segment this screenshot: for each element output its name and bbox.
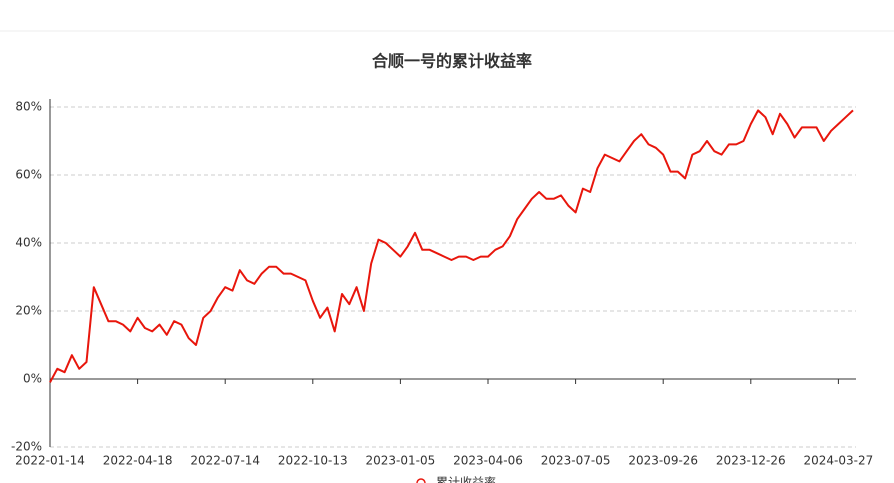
x-tick-label: 2023-09-26	[628, 454, 698, 468]
y-tick-label: 80%	[15, 100, 42, 114]
x-tick-label: 2022-01-14	[15, 454, 85, 468]
x-tick-label: 2022-07-14	[190, 454, 260, 468]
y-tick-label: 20%	[15, 304, 42, 318]
chart-title: 合顺一号的累计收益率	[372, 52, 532, 71]
legend-marker	[416, 478, 426, 483]
x-tick-label: 2023-04-06	[453, 454, 523, 468]
legend-label: 累计收益率	[436, 475, 496, 483]
x-tick-label: 2024-03-27	[804, 454, 874, 468]
y-tick-label: -20%	[11, 440, 42, 454]
x-tick-label: 2023-12-26	[716, 454, 786, 468]
y-tick-label: 40%	[15, 236, 42, 250]
x-tick-label: 2023-07-05	[541, 454, 611, 468]
y-tick-label: 0%	[23, 372, 42, 386]
x-tick-label: 2022-04-18	[103, 454, 173, 468]
y-tick-label: 60%	[15, 168, 42, 182]
x-tick-label: 2023-01-05	[366, 454, 436, 468]
x-tick-label: 2022-10-13	[278, 454, 348, 468]
line	[49, 109, 854, 383]
